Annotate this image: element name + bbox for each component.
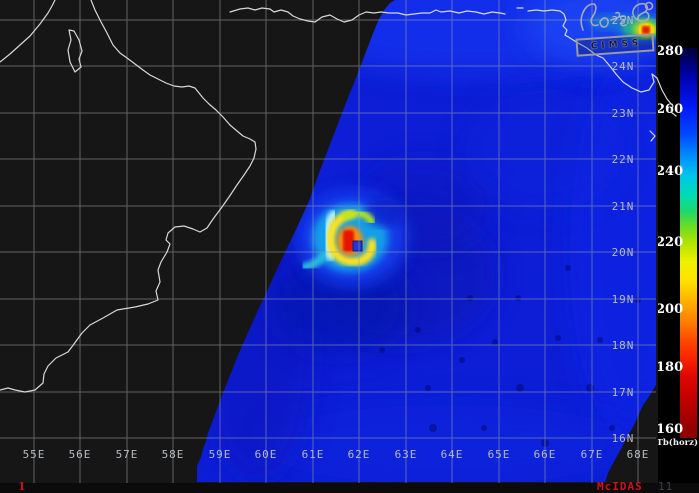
lon-label: 63E — [394, 448, 418, 461]
lon-label: 64E — [440, 448, 464, 461]
frame-index-right: 11 — [658, 480, 674, 493]
storm-eye — [352, 240, 363, 252]
lon-label: 61E — [301, 448, 325, 461]
storm-inner-ring — [337, 226, 363, 256]
cimss-logo: CIMSS — [575, 33, 655, 57]
lat-label: 20N — [611, 246, 635, 259]
colorbar-tick: 160 — [656, 422, 684, 437]
footer-strip — [0, 483, 699, 493]
lon-label: 59E — [208, 448, 232, 461]
storm-core — [343, 230, 354, 252]
lat-label: 23N — [611, 107, 635, 120]
colorbar-tick: 260 — [656, 102, 684, 117]
lat-label: 16N — [611, 432, 635, 445]
colorbar-tick: 280 — [656, 44, 684, 59]
lat-label: 21N — [611, 200, 635, 213]
land-background — [0, 0, 658, 493]
lon-label: 68E — [626, 448, 650, 461]
latlon-grid — [0, 0, 656, 483]
coastline-layer — [0, 0, 677, 393]
lat-label: 18N — [611, 339, 635, 352]
lon-label: 56E — [68, 448, 92, 461]
colorbar-gradient-strip — [680, 48, 697, 438]
lon-label: 62E — [347, 448, 371, 461]
colorbar-tick: 180 — [656, 360, 684, 375]
lat-label: 17N — [611, 386, 635, 399]
colorbar-panel: 280 260 240 220 200 180 160 Tb(horz) — [656, 0, 699, 493]
colorbar-tick: 200 — [656, 302, 684, 317]
cimss-logo-text: CIMSS — [590, 38, 643, 52]
colorbar-tick: 240 — [656, 164, 684, 179]
colorbar-title: Tb(horz) — [656, 438, 698, 448]
lon-label: 57E — [115, 448, 139, 461]
colorbar-tick: 220 — [656, 235, 684, 250]
lat-label: 22N — [611, 153, 635, 166]
lon-label: 65E — [487, 448, 511, 461]
mcidas-watermark: McIDAS — [597, 480, 643, 493]
lon-label: 67E — [580, 448, 604, 461]
lon-label: 66E — [533, 448, 557, 461]
tropical-cyclone — [297, 190, 407, 286]
lon-label: 55E — [22, 448, 46, 461]
lat-label: 24N — [611, 60, 635, 73]
frame-index-left: 1 — [18, 480, 26, 493]
cold-speckles — [379, 265, 641, 447]
lon-label: 60E — [254, 448, 278, 461]
lat-label: 25N — [611, 14, 635, 27]
lon-label: 58E — [161, 448, 185, 461]
lat-label: 19N — [611, 293, 635, 306]
